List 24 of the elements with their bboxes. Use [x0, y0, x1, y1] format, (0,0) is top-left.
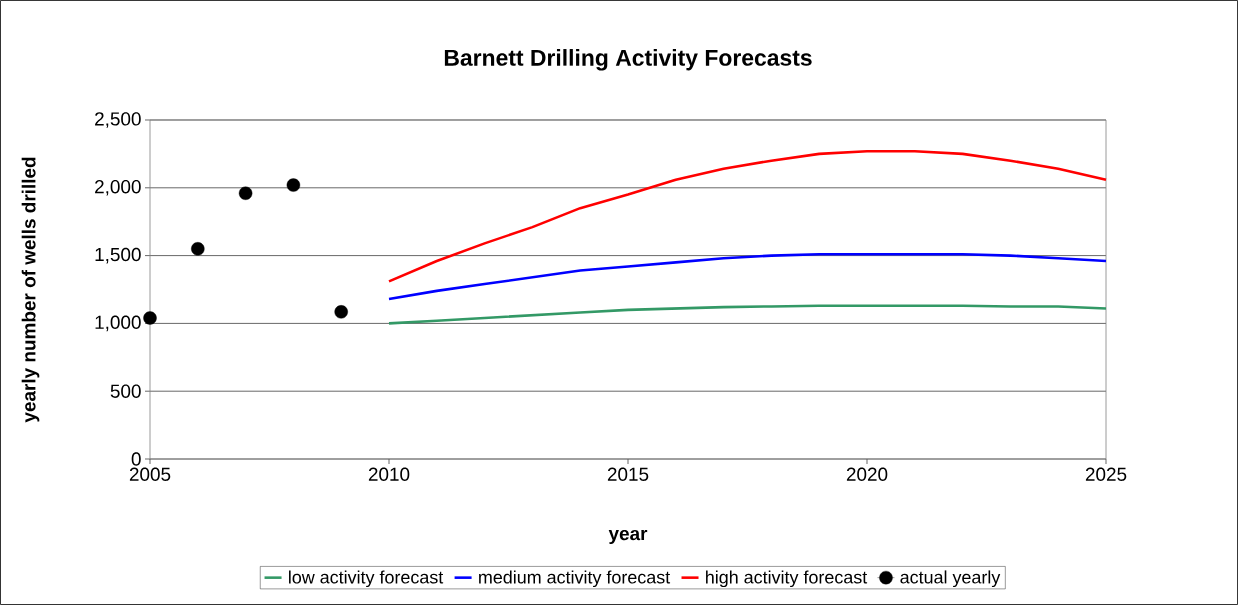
point — [238, 186, 253, 200]
point — [334, 305, 348, 319]
point — [286, 178, 301, 192]
y-axis-title: yearly number of wells drilled — [21, 157, 40, 423]
y-tick-label: 1,500 — [95, 247, 141, 264]
y-tick-label: 0 — [131, 452, 141, 466]
legend-label: high activity forecast — [706, 570, 868, 588]
x-tick-label: 2020 — [846, 467, 888, 481]
chart-title: Barnett Drilling Activity Forecasts — [444, 49, 812, 71]
y-tick-label: 1,000 — [95, 315, 141, 332]
x-tick-label: 2015 — [607, 467, 649, 481]
y-tick-label: 500 — [110, 384, 141, 398]
x-axis-title: year — [608, 529, 648, 545]
line-series — [387, 149, 1108, 283]
point — [143, 311, 157, 325]
x-tick-label: 2025 — [1085, 467, 1127, 481]
y-tick-label: 2,000 — [95, 179, 141, 196]
y-tick-label: 2,500 — [95, 112, 141, 128]
legend-label: low activity forecast — [289, 570, 444, 588]
x-tick-label: 2005 — [129, 467, 171, 481]
legend-label: actual yearly — [900, 570, 1001, 588]
point — [191, 242, 205, 256]
legend-label: medium activity forecast — [479, 570, 671, 588]
x-tick-label: 2010 — [368, 467, 410, 481]
